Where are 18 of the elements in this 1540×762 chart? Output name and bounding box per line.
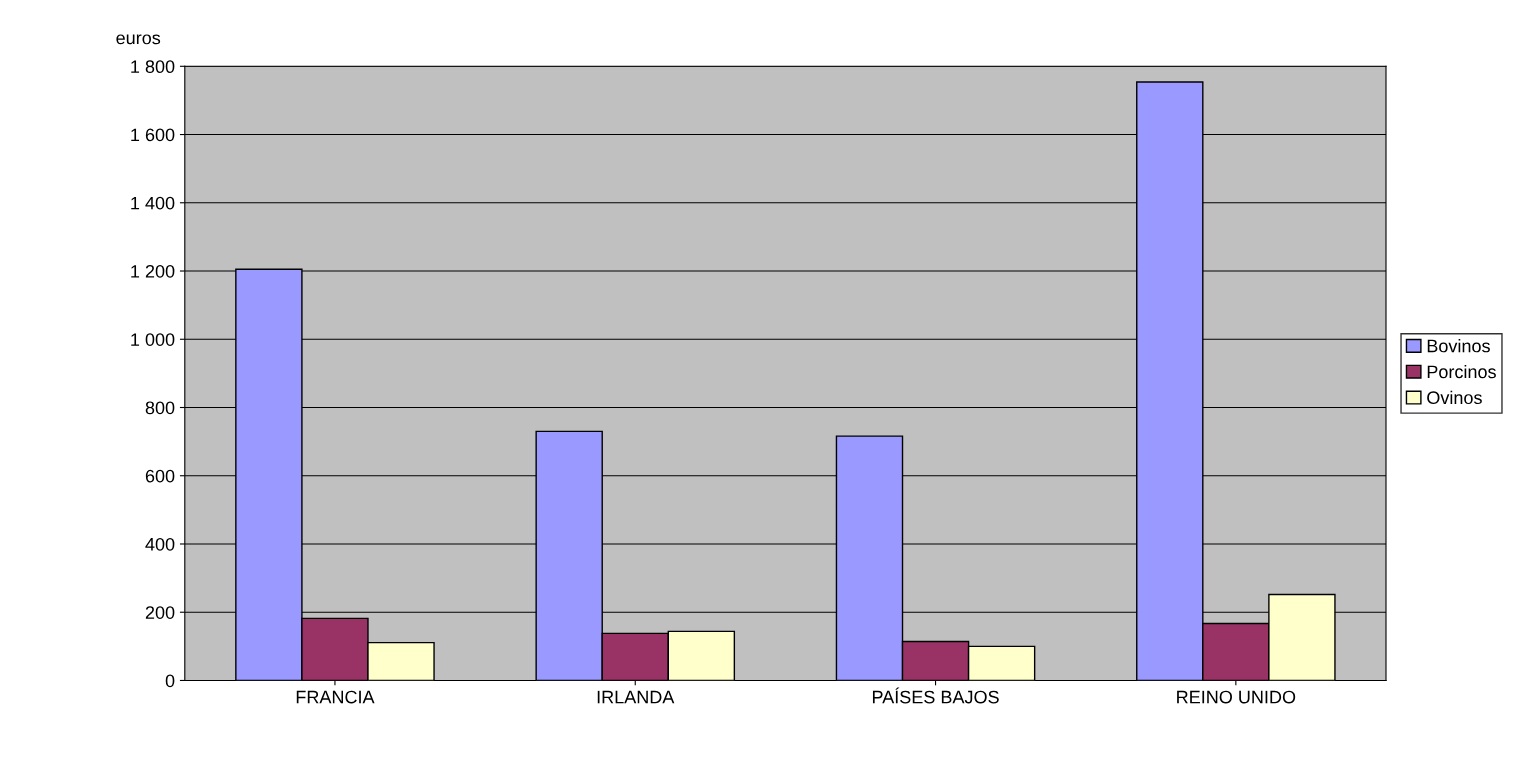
y-tick-label: 200	[145, 606, 175, 619]
legend-label: Bovinos	[1427, 339, 1490, 353]
legend-label: Porcinos	[1427, 364, 1496, 379]
y-tick-label: 0	[165, 674, 175, 688]
x-tick-label: REINO UNIDO	[1177, 690, 1296, 704]
x-tick-label: FRANCIA	[296, 690, 375, 704]
x-tick-label: PAÍSES BAJOS	[872, 687, 999, 704]
y-tick-label: 800	[145, 401, 175, 415]
legend-label: Ovinos	[1427, 390, 1482, 405]
x-tick-label: IRLANDA	[597, 690, 675, 704]
y-axis-title: euros	[116, 34, 161, 45]
y-tick-label: 1 600	[131, 128, 175, 142]
y-tick-label: 1 000	[131, 333, 175, 346]
y-tick-label: 1 800	[131, 60, 175, 74]
y-tick-label: 1 400	[131, 196, 175, 210]
y-tick-label: 1 200	[131, 264, 175, 278]
y-tick-label: 400	[145, 537, 175, 551]
y-tick-label: 600	[145, 469, 175, 483]
